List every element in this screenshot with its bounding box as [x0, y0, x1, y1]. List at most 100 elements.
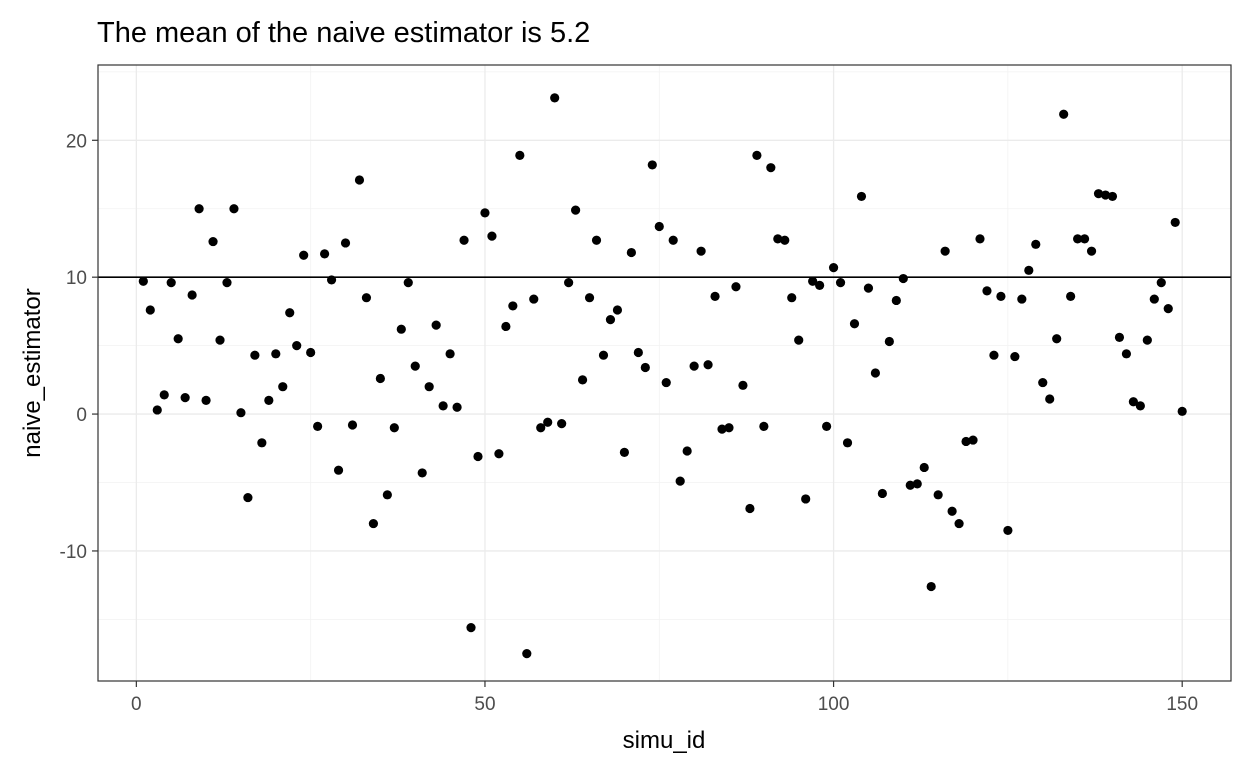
data-point	[689, 361, 699, 371]
data-point	[884, 336, 894, 347]
data-point	[933, 490, 943, 500]
y-tick-label: -10	[60, 542, 87, 563]
data-point	[961, 436, 971, 447]
x-tick-label: 100	[818, 694, 850, 715]
data-point	[320, 249, 330, 259]
data-point	[508, 301, 518, 311]
data-point	[529, 294, 539, 304]
data-point	[982, 286, 992, 296]
data-point	[584, 293, 595, 303]
data-point	[703, 360, 713, 370]
data-point	[326, 275, 337, 285]
data-point	[633, 347, 643, 358]
data-point	[947, 506, 957, 516]
data-point	[1170, 217, 1180, 228]
data-point	[152, 405, 162, 415]
data-point	[564, 278, 574, 288]
y-tick-label: 20	[66, 131, 87, 152]
data-point	[675, 476, 685, 486]
data-point	[452, 402, 462, 412]
data-point	[389, 423, 399, 433]
data-point	[264, 395, 274, 405]
data-point	[1045, 394, 1055, 404]
data-point	[1038, 377, 1048, 388]
data-point	[647, 160, 657, 170]
data-point	[975, 234, 985, 244]
data-point	[215, 335, 225, 345]
data-point	[417, 468, 427, 478]
y-axis-ticks: -10 0 10 20	[60, 131, 98, 563]
data-point	[1163, 304, 1173, 314]
data-point	[473, 451, 483, 462]
data-point	[306, 347, 316, 358]
data-point	[257, 438, 267, 448]
data-point	[891, 295, 901, 306]
data-point	[1114, 332, 1125, 343]
data-point	[166, 278, 176, 288]
data-point	[668, 235, 678, 245]
data-point	[724, 423, 734, 433]
data-point	[431, 320, 441, 330]
data-point	[968, 435, 978, 445]
plot-panel-border	[97, 64, 1232, 682]
data-point	[842, 438, 853, 448]
x-tick-label: 0	[131, 694, 142, 715]
data-point	[1093, 189, 1104, 199]
data-point	[745, 503, 755, 514]
data-point	[173, 334, 183, 344]
data-point	[536, 423, 546, 433]
data-point	[424, 382, 434, 392]
data-point	[598, 350, 609, 360]
data-point	[1059, 109, 1069, 119]
data-point	[292, 341, 302, 351]
data-points	[138, 93, 1187, 659]
data-point	[278, 382, 288, 392]
data-point	[222, 278, 232, 288]
data-point	[438, 401, 448, 411]
data-point	[410, 361, 420, 371]
data-point	[912, 479, 922, 489]
data-point	[250, 350, 260, 360]
data-point	[835, 278, 846, 288]
data-point	[717, 424, 727, 434]
data-point	[849, 319, 860, 329]
data-point	[1031, 239, 1041, 249]
data-point	[333, 465, 344, 475]
data-point	[271, 349, 281, 359]
data-point	[780, 235, 790, 245]
data-point	[1086, 246, 1097, 256]
data-point	[313, 421, 323, 431]
data-point	[828, 262, 839, 273]
grid-lines	[98, 65, 1231, 681]
data-point	[571, 205, 581, 215]
x-axis-title: simu_id	[623, 727, 706, 754]
data-point	[368, 518, 379, 529]
data-point	[285, 308, 295, 318]
data-point	[522, 649, 532, 659]
data-point	[1156, 278, 1166, 288]
data-point	[710, 291, 720, 301]
data-point	[898, 273, 908, 284]
data-point	[480, 208, 490, 218]
data-point	[919, 462, 929, 473]
data-point	[243, 492, 253, 503]
data-point	[1052, 334, 1062, 344]
data-point	[236, 408, 246, 418]
data-point	[1149, 294, 1159, 304]
data-point	[159, 390, 169, 400]
data-point	[487, 231, 497, 241]
data-point	[640, 362, 650, 373]
data-point	[354, 175, 365, 185]
data-point	[661, 377, 671, 388]
y-axis-title: naive_estimator	[19, 288, 46, 457]
data-point	[591, 235, 602, 245]
data-point	[940, 246, 950, 256]
data-point	[347, 420, 358, 430]
data-point	[403, 278, 413, 288]
data-point	[612, 305, 623, 315]
data-point	[773, 234, 783, 244]
data-point	[905, 480, 915, 490]
data-point	[396, 324, 406, 334]
data-point	[877, 488, 887, 499]
